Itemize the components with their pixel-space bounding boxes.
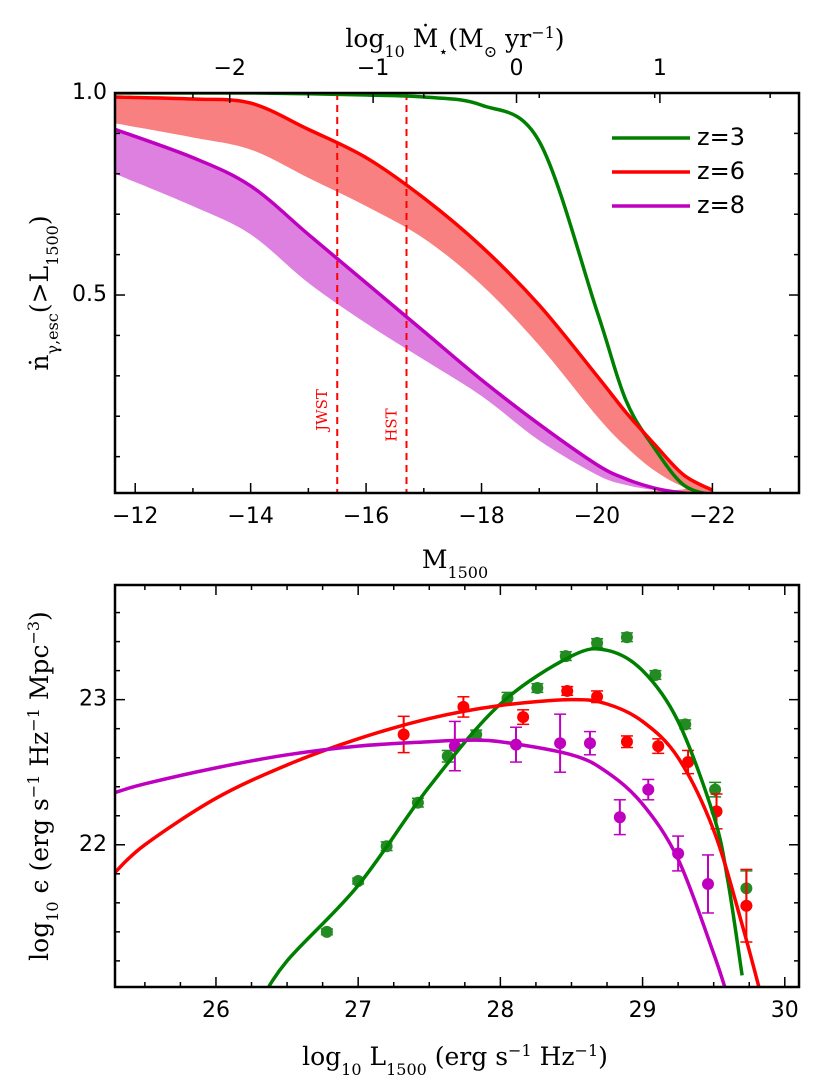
point <box>583 737 596 750</box>
x-tick-label: 27 <box>344 998 372 1023</box>
x-tick-label: 26 <box>202 998 230 1023</box>
point <box>652 740 665 753</box>
reference-label: JWST <box>313 389 331 433</box>
bottom-y-label: log10 ϵ (erg s−1 Hz−1 Mpc−3) <box>24 611 62 961</box>
line <box>266 646 744 987</box>
x-tick-label: 28 <box>486 998 514 1023</box>
point <box>320 925 333 938</box>
y-tick-label: 22 <box>79 832 107 857</box>
y-tick-label: 1.0 <box>72 80 107 105</box>
x2-tick-label: −2 <box>213 56 245 81</box>
legend-label: z=6 <box>697 157 745 185</box>
point <box>561 684 574 697</box>
x2-tick-label: −1 <box>357 56 389 81</box>
top-plot-area <box>115 93 714 493</box>
top-x-label: M1500 <box>422 545 488 582</box>
point <box>613 811 626 824</box>
y-tick-label: 23 <box>79 687 107 712</box>
x-tick-label: −12 <box>112 504 158 529</box>
top-y-label: ṅγ,esc(>L1500) <box>25 215 62 370</box>
x2-tick-label: 0 <box>510 56 524 81</box>
point <box>620 631 633 644</box>
x-tick-label: −18 <box>458 504 504 529</box>
point <box>642 783 655 796</box>
line <box>115 697 761 987</box>
x-tick-label: −14 <box>227 504 273 529</box>
point <box>591 637 604 650</box>
x2-tick-label: 1 <box>653 56 667 81</box>
band <box>115 97 713 493</box>
line <box>115 738 727 987</box>
point <box>649 668 662 681</box>
y-tick-label: 0.5 <box>72 282 107 307</box>
point <box>701 877 714 890</box>
legend-label: z=3 <box>697 123 745 151</box>
point <box>531 682 544 695</box>
point <box>517 711 530 724</box>
line <box>115 95 714 492</box>
point <box>620 735 633 748</box>
point <box>554 737 567 750</box>
x-tick-label: 29 <box>629 998 657 1023</box>
point <box>397 728 410 741</box>
x-tick-label: −22 <box>689 504 735 529</box>
reference-label: HST <box>382 408 400 441</box>
x-tick-label: −20 <box>574 504 620 529</box>
bottom-x-label: log10 L1500 (erg s−1 Hz−1) <box>302 1041 608 1079</box>
point <box>709 783 722 796</box>
x-tick-label: 30 <box>771 998 799 1023</box>
x-tick-label: −16 <box>343 504 389 529</box>
frame <box>113 583 801 989</box>
legend-label: z=8 <box>697 191 745 219</box>
point <box>740 899 753 912</box>
axes: −12 −14 −16 −18 −20 −22 −2 −1 0 1 0.5 1.0 JWST HST z=3… <box>72 56 801 1023</box>
line <box>115 127 708 493</box>
point <box>682 756 695 769</box>
top-x2-label: log10 Ṁ⋆(M⊙ yr−1) <box>345 23 564 61</box>
bottom-plot-area <box>115 631 761 987</box>
frame <box>113 91 801 495</box>
